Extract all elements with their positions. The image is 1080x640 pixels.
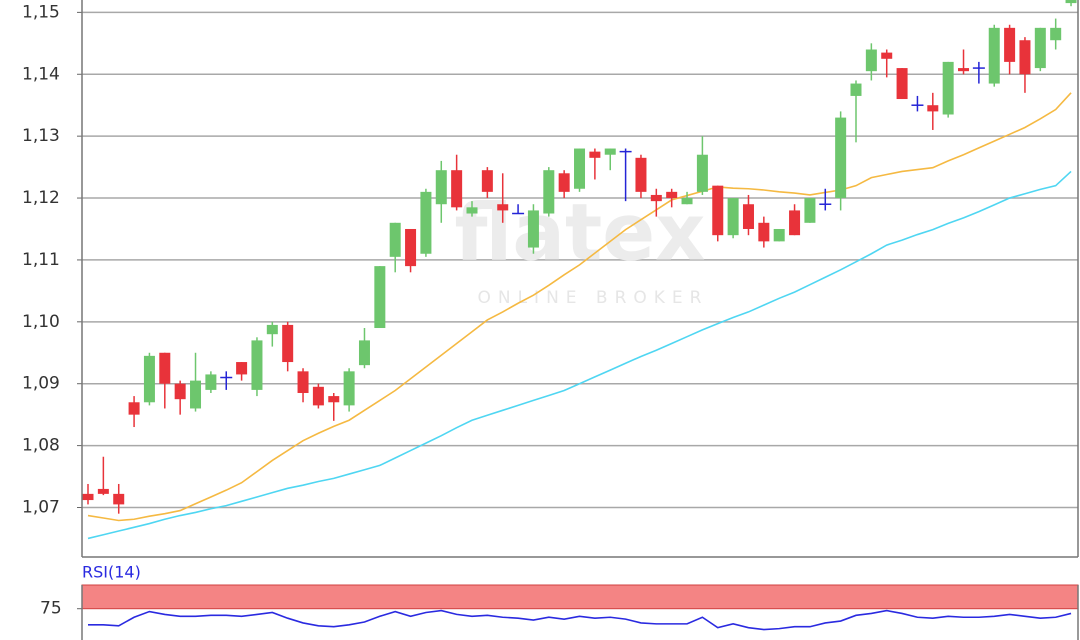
candle-body — [405, 228, 417, 267]
candle-body — [773, 228, 785, 242]
candle-body — [850, 83, 862, 96]
candle-body — [696, 154, 708, 192]
y-tick-label: 1,10 — [22, 312, 60, 332]
candle-body — [420, 191, 432, 254]
candle-body — [481, 170, 493, 192]
candle-body — [374, 266, 386, 329]
candle-body — [389, 222, 401, 257]
candle-body — [742, 204, 754, 229]
candle-body — [435, 170, 447, 205]
candle-body — [282, 324, 294, 363]
candle-body — [574, 148, 586, 189]
watermark-logo: flatex — [455, 188, 706, 278]
y-tick-label: 1,11 — [22, 250, 60, 270]
y-tick-label: 1,09 — [22, 374, 60, 394]
candle-body — [789, 210, 801, 236]
candle-body — [297, 371, 309, 393]
candle-body — [881, 52, 893, 59]
candle-body — [1050, 27, 1062, 41]
candle-body — [1065, 0, 1077, 4]
candle-body — [681, 198, 693, 205]
candle-body — [190, 380, 202, 409]
candle-body — [804, 198, 816, 223]
candle-body — [589, 151, 601, 158]
candle-body — [712, 185, 724, 236]
y-tick-label: 1,08 — [22, 436, 60, 456]
candle-body — [835, 117, 847, 199]
candle-body — [1034, 27, 1046, 69]
candle-body — [727, 198, 739, 236]
candle-body — [97, 488, 109, 494]
candle-body — [896, 68, 908, 100]
candle-body — [128, 402, 140, 415]
overbought-band — [81, 584, 1079, 610]
candle-body — [927, 105, 939, 112]
watermark-sub: ONLINE BROKER — [477, 288, 708, 308]
moving-average — [87, 92, 1072, 522]
candle-body — [497, 204, 509, 211]
moving-average — [87, 170, 1072, 540]
candle-body — [328, 396, 340, 403]
candle-body — [666, 191, 678, 199]
candle-body — [527, 210, 539, 248]
candle-body — [358, 340, 370, 366]
candle-body — [650, 194, 662, 202]
y-tick-label: 1,13 — [22, 126, 60, 146]
y-tick-label: 1,07 — [22, 497, 60, 517]
candle-body — [466, 207, 478, 214]
candle-body — [558, 173, 570, 192]
candle-body — [82, 493, 94, 501]
candle-body — [942, 61, 954, 115]
candle-body — [1004, 27, 1016, 62]
candle-body — [174, 383, 186, 400]
candle-body — [343, 371, 355, 406]
y-tick-label: 1,15 — [22, 2, 60, 22]
candle-body — [958, 68, 970, 72]
candle-body — [205, 374, 217, 390]
y-tick-label: 1,12 — [22, 188, 60, 208]
candle-body — [143, 355, 155, 403]
candle-body — [865, 49, 877, 72]
candle-body — [635, 157, 647, 192]
candle-body — [113, 493, 125, 505]
rsi-line — [88, 609, 1072, 631]
candle-body — [251, 340, 263, 390]
candle-body — [312, 386, 324, 406]
candle-body — [543, 170, 555, 214]
y-tick-label: 75 — [40, 599, 62, 619]
candle-body — [758, 222, 770, 242]
panel-title: RSI(14) — [82, 563, 141, 582]
candle-body — [451, 170, 463, 208]
candle-body — [988, 27, 1000, 84]
candle-body — [159, 352, 171, 384]
candle-body — [1019, 40, 1031, 75]
candle-body — [236, 362, 248, 375]
candle-body — [266, 324, 278, 335]
y-tick-label: 1,14 — [22, 64, 60, 84]
candle-body — [604, 148, 616, 155]
